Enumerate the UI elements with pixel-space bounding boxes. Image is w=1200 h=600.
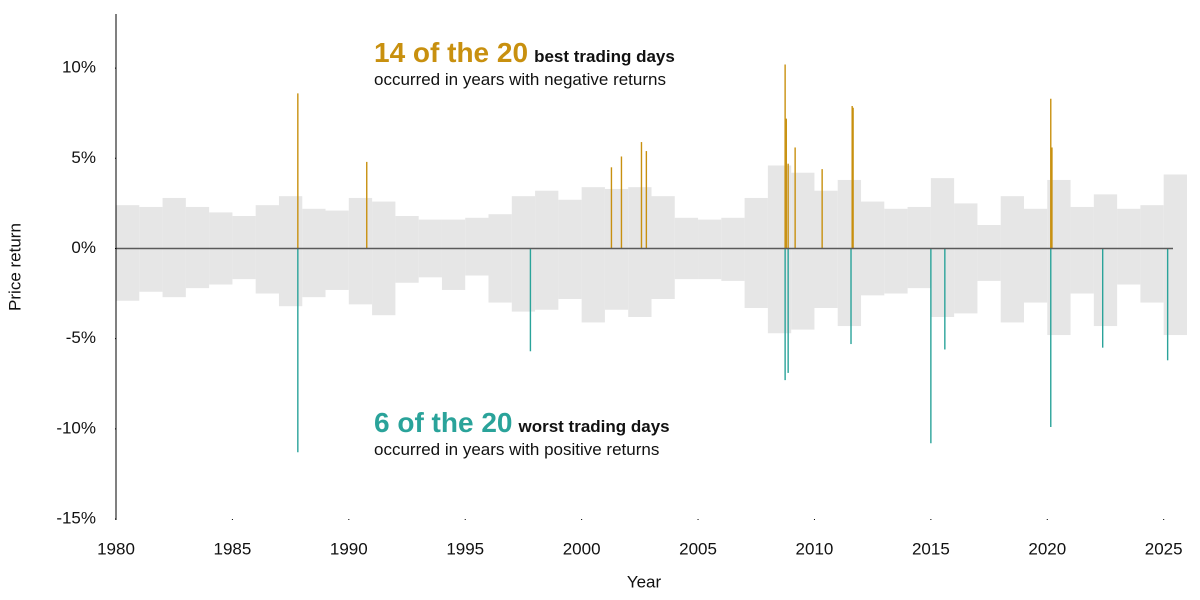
daily-range	[441, 219, 466, 290]
x-tick-label: 2010	[796, 539, 834, 558]
daily-range	[884, 208, 908, 294]
daily-range	[255, 205, 279, 294]
daily-range	[581, 187, 605, 323]
daily-range	[791, 172, 815, 330]
daily-range	[604, 188, 629, 310]
daily-range	[488, 214, 512, 303]
x-tick-label: 2005	[679, 539, 717, 558]
daily-range	[1117, 208, 1141, 285]
x-tick-label: 1990	[330, 539, 368, 558]
annotation-label: best trading days	[534, 47, 675, 66]
daily-range	[302, 208, 326, 298]
x-tick-label: 2025	[1145, 539, 1183, 558]
daily-range	[116, 205, 140, 301]
x-tick-label: 2000	[563, 539, 601, 558]
annotation-note: occurred in years with negative returns	[374, 70, 666, 89]
daily-range	[651, 196, 675, 299]
x-tick-label: 2020	[1028, 539, 1066, 558]
daily-range	[278, 196, 303, 307]
daily-range	[372, 201, 396, 316]
x-axis-label: Year	[627, 572, 662, 591]
y-tick-label: 10%	[62, 58, 96, 77]
daily-range	[837, 179, 862, 327]
daily-range	[232, 216, 256, 280]
annotation-label: worst trading days	[517, 417, 669, 436]
daily-range	[185, 206, 210, 289]
daily-range	[1047, 179, 1071, 336]
daily-range	[535, 190, 559, 310]
y-tick-label: 5%	[71, 148, 96, 167]
y-tick-label: 0%	[71, 238, 96, 257]
daily-range	[1070, 206, 1094, 294]
x-tick-label: 1995	[446, 539, 484, 558]
daily-range	[139, 206, 163, 292]
annotation-count: 6 of the 20	[374, 407, 512, 438]
annotation-title: 14 of the 20 best trading days	[374, 37, 675, 68]
y-tick-label: -10%	[56, 418, 96, 437]
daily-range	[558, 199, 582, 299]
daily-range	[1023, 208, 1048, 303]
x-tick-label: 2015	[912, 539, 950, 558]
daily-range	[395, 216, 419, 283]
daily-range	[977, 225, 1001, 281]
daily-range	[907, 206, 931, 289]
daily-range	[465, 217, 489, 276]
daily-range	[511, 196, 536, 312]
daily-range	[744, 197, 768, 308]
daily-range	[162, 197, 186, 298]
daily-range	[1000, 196, 1024, 323]
daily-range	[721, 217, 745, 281]
daily-range	[1093, 194, 1118, 327]
daily-range	[325, 210, 349, 290]
annotation-note: occurred in years with positive returns	[374, 440, 659, 459]
daily-range	[1163, 174, 1187, 336]
y-tick-label: -5%	[66, 328, 96, 347]
y-axis-label: Price return	[5, 223, 24, 311]
x-tick-label: 1980	[97, 539, 135, 558]
annotation-title: 6 of the 20 worst trading days	[374, 407, 670, 438]
annotation-count: 14 of the 20	[374, 37, 528, 68]
daily-range	[814, 190, 838, 308]
daily-range	[348, 197, 373, 305]
y-tick-label: -15%	[56, 508, 96, 527]
daily-range	[1140, 205, 1164, 303]
x-tick-label: 1985	[213, 539, 251, 558]
daily-range	[628, 187, 652, 317]
daily-range	[698, 219, 722, 280]
daily-range	[930, 178, 955, 317]
daily-range	[954, 203, 978, 314]
